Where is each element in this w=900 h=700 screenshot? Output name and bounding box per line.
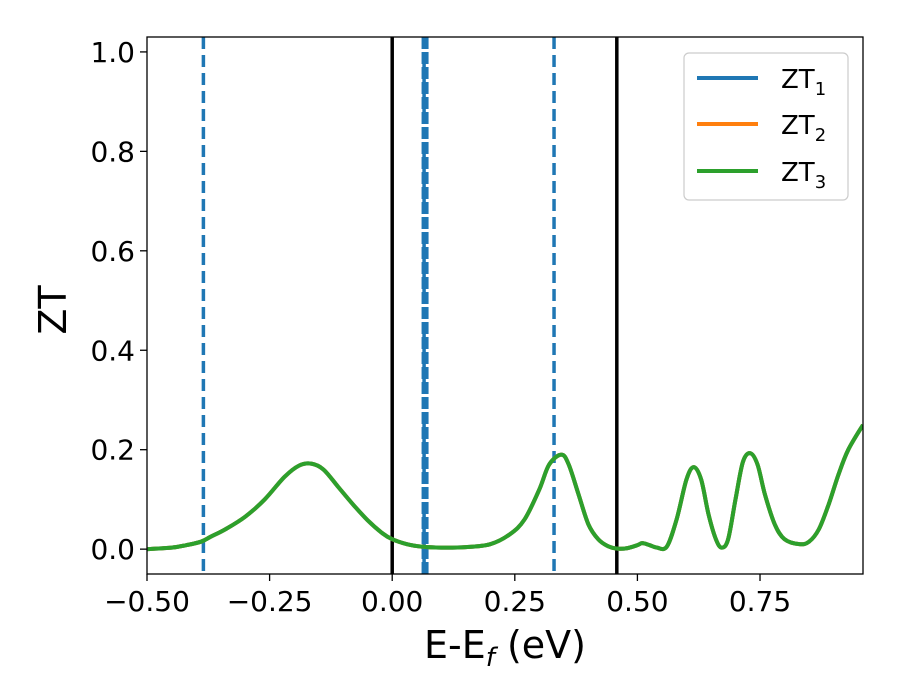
legend-label-zt3-sub: 3 (815, 172, 826, 193)
x-axis-label-unit: (eV) (495, 623, 586, 667)
x-tick-label: 0.00 (361, 585, 423, 618)
legend-label-zt1-main: ZT (781, 65, 815, 95)
series-line-zt2 (147, 423, 863, 552)
legend-box (683, 52, 849, 201)
x-axis-label-main: E-E (424, 623, 486, 667)
legend-label-zt1: ZT1 (781, 65, 826, 100)
x-tick-label: 0.50 (606, 585, 668, 618)
legend-label-zt3-main: ZT (781, 158, 815, 188)
plot-clip-group (147, 37, 863, 574)
x-tick-label: 0.25 (484, 585, 546, 618)
x-axis-label: E-Ef (eV) (424, 623, 586, 673)
series-line-zt3 (147, 423, 863, 552)
x-tick-label: 0.75 (729, 585, 791, 618)
y-tick-label: 0.4 (90, 334, 135, 367)
series-line-zt1 (147, 423, 863, 552)
legend-label-zt2: ZT2 (781, 111, 826, 146)
legend-label-zt1-sub: 1 (815, 79, 826, 100)
legend-label-zt2-main: ZT (781, 111, 815, 141)
y-axis-label: ZT (31, 285, 75, 335)
y-tick-label: 1.0 (90, 36, 135, 69)
y-tick-label: 0.6 (90, 235, 135, 268)
y-tick-label: 0.2 (90, 434, 135, 467)
legend-label-zt2-sub: 2 (815, 125, 826, 146)
x-tick-label: −0.50 (104, 585, 190, 618)
y-tick-label: 0.8 (90, 135, 135, 168)
plot-area (147, 37, 863, 574)
y-tick-label: 0.0 (90, 533, 135, 566)
plot-frame (146, 36, 864, 575)
x-tick-label: −0.25 (227, 585, 313, 618)
legend-label-zt3: ZT3 (781, 158, 826, 193)
axes: −0.50 −0.25 0.00 0.25 0.50 0.75 0.0 0.2 0.4 0.6 0.… (90, 36, 864, 618)
legend: ZT1 ZT2 ZT3 (683, 52, 849, 201)
